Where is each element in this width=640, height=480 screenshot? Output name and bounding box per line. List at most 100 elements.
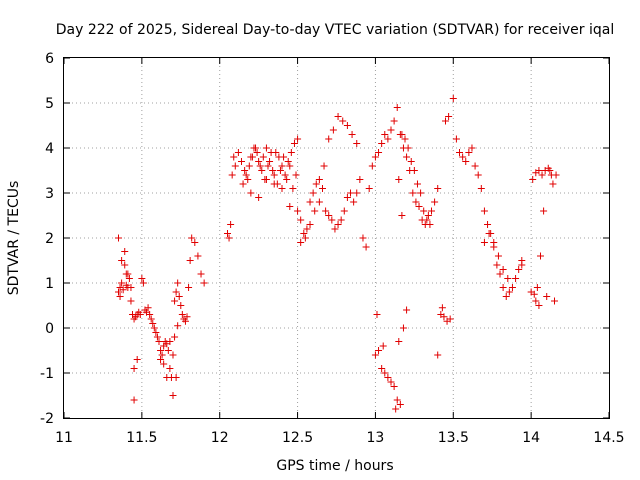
data-point	[281, 171, 289, 179]
x-axis-label: GPS time / hours	[276, 458, 393, 474]
data-point	[398, 212, 406, 219]
data-point	[532, 297, 540, 305]
data-point	[158, 351, 166, 359]
data-point	[343, 122, 351, 129]
plot-frame	[63, 57, 610, 419]
data-point	[116, 293, 124, 300]
data-point	[322, 207, 330, 215]
data-point	[395, 338, 403, 345]
data-point	[115, 288, 122, 296]
data-point	[130, 365, 138, 372]
data-point	[146, 311, 154, 318]
y-tick-label: 4	[45, 141, 54, 157]
data-point	[456, 149, 464, 156]
data-point	[381, 369, 389, 377]
data-point	[504, 275, 512, 282]
data-point	[502, 293, 510, 300]
data-point	[543, 293, 551, 300]
data-point	[172, 288, 180, 296]
data-point	[306, 221, 314, 228]
data-point	[312, 180, 320, 188]
data-point	[164, 347, 172, 354]
x-tick-label: 12	[211, 430, 229, 446]
data-point	[442, 117, 449, 125]
data-point	[535, 167, 543, 174]
data-point	[177, 302, 185, 309]
data-point	[315, 176, 323, 183]
data-point	[413, 180, 421, 188]
data-point	[175, 293, 183, 300]
data-point	[318, 185, 326, 192]
data-point	[329, 126, 337, 134]
data-point	[228, 171, 236, 179]
data-point	[262, 144, 270, 152]
data-point	[468, 144, 476, 152]
data-point	[328, 216, 336, 224]
data-point	[303, 225, 311, 233]
data-point	[359, 234, 367, 242]
data-point	[508, 284, 516, 291]
data-point	[334, 221, 342, 228]
data-point	[375, 149, 383, 156]
data-point	[480, 239, 488, 246]
data-point	[459, 153, 467, 161]
data-point	[276, 167, 284, 174]
x-tick-label: 13	[367, 430, 385, 446]
data-point	[262, 176, 270, 183]
chart-title: Day 222 of 2025, Sidereal Day-to-day VTE…	[56, 22, 614, 38]
data-point	[334, 113, 342, 120]
data-point	[371, 351, 379, 359]
data-point	[445, 113, 453, 120]
data-point	[224, 230, 231, 237]
data-point	[259, 153, 267, 161]
data-point	[395, 176, 403, 183]
data-point	[270, 180, 278, 188]
data-point	[347, 189, 355, 197]
data-point	[490, 243, 498, 251]
data-point	[420, 207, 428, 215]
data-point	[244, 176, 252, 183]
data-point	[393, 104, 401, 111]
data-point	[393, 396, 401, 404]
data-point	[174, 279, 182, 287]
data-point	[171, 297, 179, 305]
data-point	[452, 135, 460, 143]
data-point	[551, 297, 558, 305]
data-point	[480, 207, 488, 215]
data-point	[127, 297, 135, 305]
data-point	[431, 198, 439, 206]
data-point	[130, 396, 138, 404]
data-point	[124, 270, 132, 278]
data-point	[417, 189, 425, 197]
data-point	[238, 158, 246, 165]
data-point	[544, 164, 552, 172]
grid-lines	[64, 58, 609, 418]
data-point	[446, 315, 454, 323]
data-point	[127, 284, 135, 291]
data-point	[353, 140, 361, 147]
data-point	[294, 135, 302, 143]
x-tick-label: 11.5	[126, 430, 157, 446]
data-point	[270, 171, 278, 179]
data-point	[350, 198, 358, 206]
data-point	[339, 117, 347, 125]
data-point	[252, 144, 260, 152]
data-point	[284, 158, 292, 165]
data-point	[410, 167, 418, 174]
data-point	[239, 180, 247, 188]
data-point	[297, 239, 305, 246]
data-point	[181, 317, 189, 325]
data-point	[157, 347, 165, 354]
data-point	[515, 266, 523, 273]
data-point	[390, 383, 398, 390]
data-point	[409, 189, 417, 197]
data-point	[172, 374, 180, 381]
data-point	[477, 185, 485, 192]
data-point	[547, 171, 555, 179]
data-point	[166, 338, 174, 345]
data-point	[115, 234, 122, 242]
data-point	[538, 171, 546, 179]
